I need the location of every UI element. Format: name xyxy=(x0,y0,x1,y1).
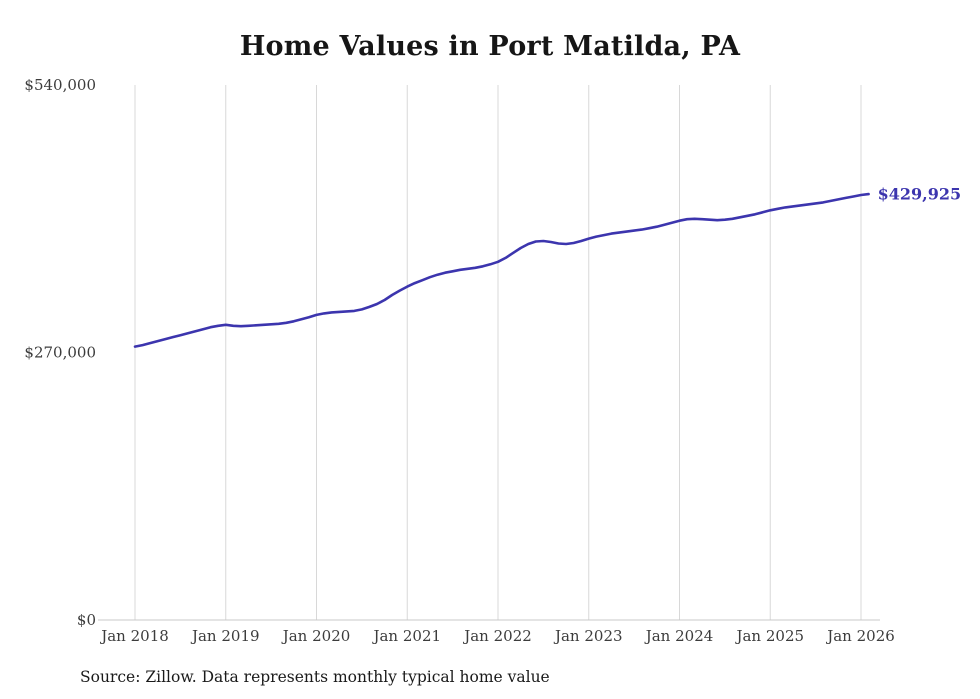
chart-title: Home Values in Port Matilda, PA xyxy=(239,31,741,62)
end-value-label: $429,925 xyxy=(878,185,962,204)
y-tick-label: $540,000 xyxy=(24,76,96,94)
x-tick-label: Jan 2024 xyxy=(644,627,714,645)
x-tick-label: Jan 2022 xyxy=(462,627,532,645)
x-tick-label: Jan 2026 xyxy=(825,627,895,645)
y-tick-label: $0 xyxy=(77,611,96,629)
x-tick-label: Jan 2020 xyxy=(281,627,351,645)
gridlines xyxy=(134,85,862,620)
x-tick-label: Jan 2025 xyxy=(734,627,804,645)
x-tick-label: Jan 2018 xyxy=(99,627,169,645)
y-tick-label: $270,000 xyxy=(24,344,96,362)
x-tick-label: Jan 2023 xyxy=(553,627,623,645)
x-tick-label: Jan 2021 xyxy=(371,627,441,645)
y-axis-labels: $0 $270,000 $540,000 xyxy=(24,76,96,629)
x-axis-labels: Jan 2018 Jan 2019 Jan 2020 Jan 2021 Jan 2022… xyxy=(99,627,895,645)
home-value-line xyxy=(133,192,870,348)
x-tick-label: Jan 2019 xyxy=(190,627,260,645)
source-note: Source: Zillow. Data represents monthly … xyxy=(80,668,550,686)
